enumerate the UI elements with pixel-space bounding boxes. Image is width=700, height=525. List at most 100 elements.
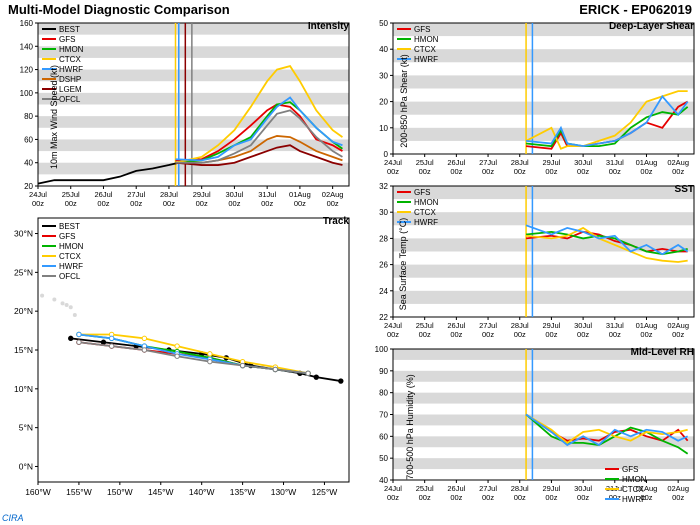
svg-text:CTCX: CTCX bbox=[59, 252, 81, 261]
svg-text:29Jul: 29Jul bbox=[542, 484, 560, 493]
svg-text:00z: 00z bbox=[609, 330, 621, 339]
svg-text:125°W: 125°W bbox=[312, 487, 338, 497]
svg-text:160: 160 bbox=[20, 19, 34, 28]
svg-text:GFS: GFS bbox=[622, 465, 638, 474]
svg-text:27Jul: 27Jul bbox=[479, 321, 497, 330]
svg-text:HMON: HMON bbox=[59, 242, 84, 251]
svg-text:00z: 00z bbox=[97, 199, 109, 208]
svg-text:24Jul: 24Jul bbox=[29, 190, 47, 199]
svg-text:10: 10 bbox=[379, 124, 388, 133]
svg-text:BEST: BEST bbox=[59, 222, 80, 231]
svg-text:29Jul: 29Jul bbox=[193, 190, 211, 199]
svg-text:00z: 00z bbox=[130, 199, 142, 208]
svg-text:00z: 00z bbox=[294, 199, 306, 208]
svg-text:24: 24 bbox=[379, 287, 388, 296]
title-left: Multi-Model Diagnostic Comparison bbox=[8, 2, 230, 17]
svg-text:29Jul: 29Jul bbox=[542, 158, 560, 167]
shear-ylabel: 200-850 hPa Shear (kt) bbox=[399, 54, 409, 148]
svg-text:00z: 00z bbox=[514, 330, 526, 339]
svg-text:GFS: GFS bbox=[414, 25, 430, 34]
svg-text:02Aug: 02Aug bbox=[667, 158, 689, 167]
svg-text:00z: 00z bbox=[609, 493, 621, 502]
svg-text:150°W: 150°W bbox=[107, 487, 133, 497]
sst-ylabel: Sea Surface Temp (°C) bbox=[398, 217, 408, 309]
svg-text:HMON: HMON bbox=[59, 45, 84, 54]
svg-text:25Jul: 25Jul bbox=[416, 484, 434, 493]
svg-text:135°W: 135°W bbox=[230, 487, 256, 497]
svg-text:02Aug: 02Aug bbox=[322, 190, 344, 199]
svg-text:00z: 00z bbox=[672, 167, 684, 176]
svg-text:GFS: GFS bbox=[59, 35, 75, 44]
svg-text:00z: 00z bbox=[450, 167, 462, 176]
svg-text:00z: 00z bbox=[640, 330, 652, 339]
shear-panel: Deep-Layer Shear 200-850 hPa Shear (kt) … bbox=[355, 19, 700, 182]
svg-text:26Jul: 26Jul bbox=[95, 190, 113, 199]
svg-text:00z: 00z bbox=[228, 199, 240, 208]
svg-text:20: 20 bbox=[379, 98, 388, 107]
svg-text:80: 80 bbox=[379, 389, 388, 398]
svg-text:01Aug: 01Aug bbox=[636, 158, 658, 167]
svg-text:00z: 00z bbox=[672, 330, 684, 339]
intensity-title: Intensity bbox=[308, 21, 349, 32]
rh-ylabel: 700-500 hPa Humidity (%) bbox=[405, 374, 415, 480]
svg-text:00z: 00z bbox=[450, 493, 462, 502]
rh-panel: Mid-Level RH 700-500 hPa Humidity (%) 40… bbox=[355, 345, 700, 508]
svg-text:OFCL: OFCL bbox=[59, 95, 81, 104]
cira-logo: CIRA bbox=[2, 513, 24, 523]
svg-text:01Aug: 01Aug bbox=[289, 190, 311, 199]
svg-text:01Aug: 01Aug bbox=[636, 321, 658, 330]
svg-text:00z: 00z bbox=[196, 199, 208, 208]
svg-text:00z: 00z bbox=[577, 493, 589, 502]
svg-text:02Aug: 02Aug bbox=[667, 321, 689, 330]
svg-text:50: 50 bbox=[379, 454, 388, 463]
svg-text:HMON: HMON bbox=[622, 475, 647, 484]
svg-text:15°N: 15°N bbox=[14, 345, 33, 355]
sst-title: SST bbox=[675, 184, 694, 195]
svg-text:26Jul: 26Jul bbox=[447, 158, 465, 167]
svg-text:26Jul: 26Jul bbox=[447, 321, 465, 330]
svg-text:27Jul: 27Jul bbox=[479, 158, 497, 167]
svg-text:CTCX: CTCX bbox=[414, 45, 436, 54]
svg-text:HWRF: HWRF bbox=[414, 218, 438, 227]
svg-text:20°N: 20°N bbox=[14, 306, 33, 316]
svg-text:HWRF: HWRF bbox=[59, 262, 83, 271]
svg-text:155°W: 155°W bbox=[66, 487, 92, 497]
svg-text:40: 40 bbox=[379, 45, 388, 54]
svg-text:00z: 00z bbox=[261, 199, 273, 208]
svg-text:26: 26 bbox=[379, 261, 388, 270]
shear-title: Deep-Layer Shear bbox=[609, 21, 694, 32]
svg-text:31Jul: 31Jul bbox=[606, 158, 624, 167]
svg-text:80: 80 bbox=[24, 112, 33, 121]
svg-text:24Jul: 24Jul bbox=[384, 158, 402, 167]
svg-text:100: 100 bbox=[375, 345, 389, 354]
svg-text:LGEM: LGEM bbox=[59, 85, 82, 94]
svg-text:10°N: 10°N bbox=[14, 384, 33, 394]
svg-text:30Jul: 30Jul bbox=[225, 190, 243, 199]
svg-text:00z: 00z bbox=[482, 167, 494, 176]
svg-text:00z: 00z bbox=[545, 330, 557, 339]
svg-text:60: 60 bbox=[379, 432, 388, 441]
svg-text:140°W: 140°W bbox=[189, 487, 215, 497]
svg-text:HWRF: HWRF bbox=[622, 495, 646, 504]
svg-text:90: 90 bbox=[379, 367, 388, 376]
svg-text:HMON: HMON bbox=[414, 198, 439, 207]
svg-text:25Jul: 25Jul bbox=[416, 321, 434, 330]
svg-text:00z: 00z bbox=[577, 167, 589, 176]
svg-text:GFS: GFS bbox=[414, 188, 430, 197]
svg-text:GFS: GFS bbox=[59, 232, 75, 241]
svg-text:00z: 00z bbox=[545, 167, 557, 176]
svg-text:31Jul: 31Jul bbox=[606, 321, 624, 330]
svg-text:120: 120 bbox=[20, 66, 34, 75]
svg-text:28Jul: 28Jul bbox=[511, 484, 529, 493]
title-right: ERICK - EP062019 bbox=[579, 2, 692, 17]
svg-text:00z: 00z bbox=[419, 167, 431, 176]
svg-text:00z: 00z bbox=[672, 493, 684, 502]
svg-text:00z: 00z bbox=[163, 199, 175, 208]
svg-text:5°N: 5°N bbox=[19, 423, 33, 433]
svg-text:CTCX: CTCX bbox=[622, 485, 644, 494]
svg-text:29Jul: 29Jul bbox=[542, 321, 560, 330]
svg-text:28Jul: 28Jul bbox=[511, 158, 529, 167]
intensity-ylabel: 10m Max Wind Speed (kt) bbox=[49, 64, 59, 168]
svg-text:140: 140 bbox=[20, 42, 34, 51]
svg-text:28Jul: 28Jul bbox=[160, 190, 178, 199]
